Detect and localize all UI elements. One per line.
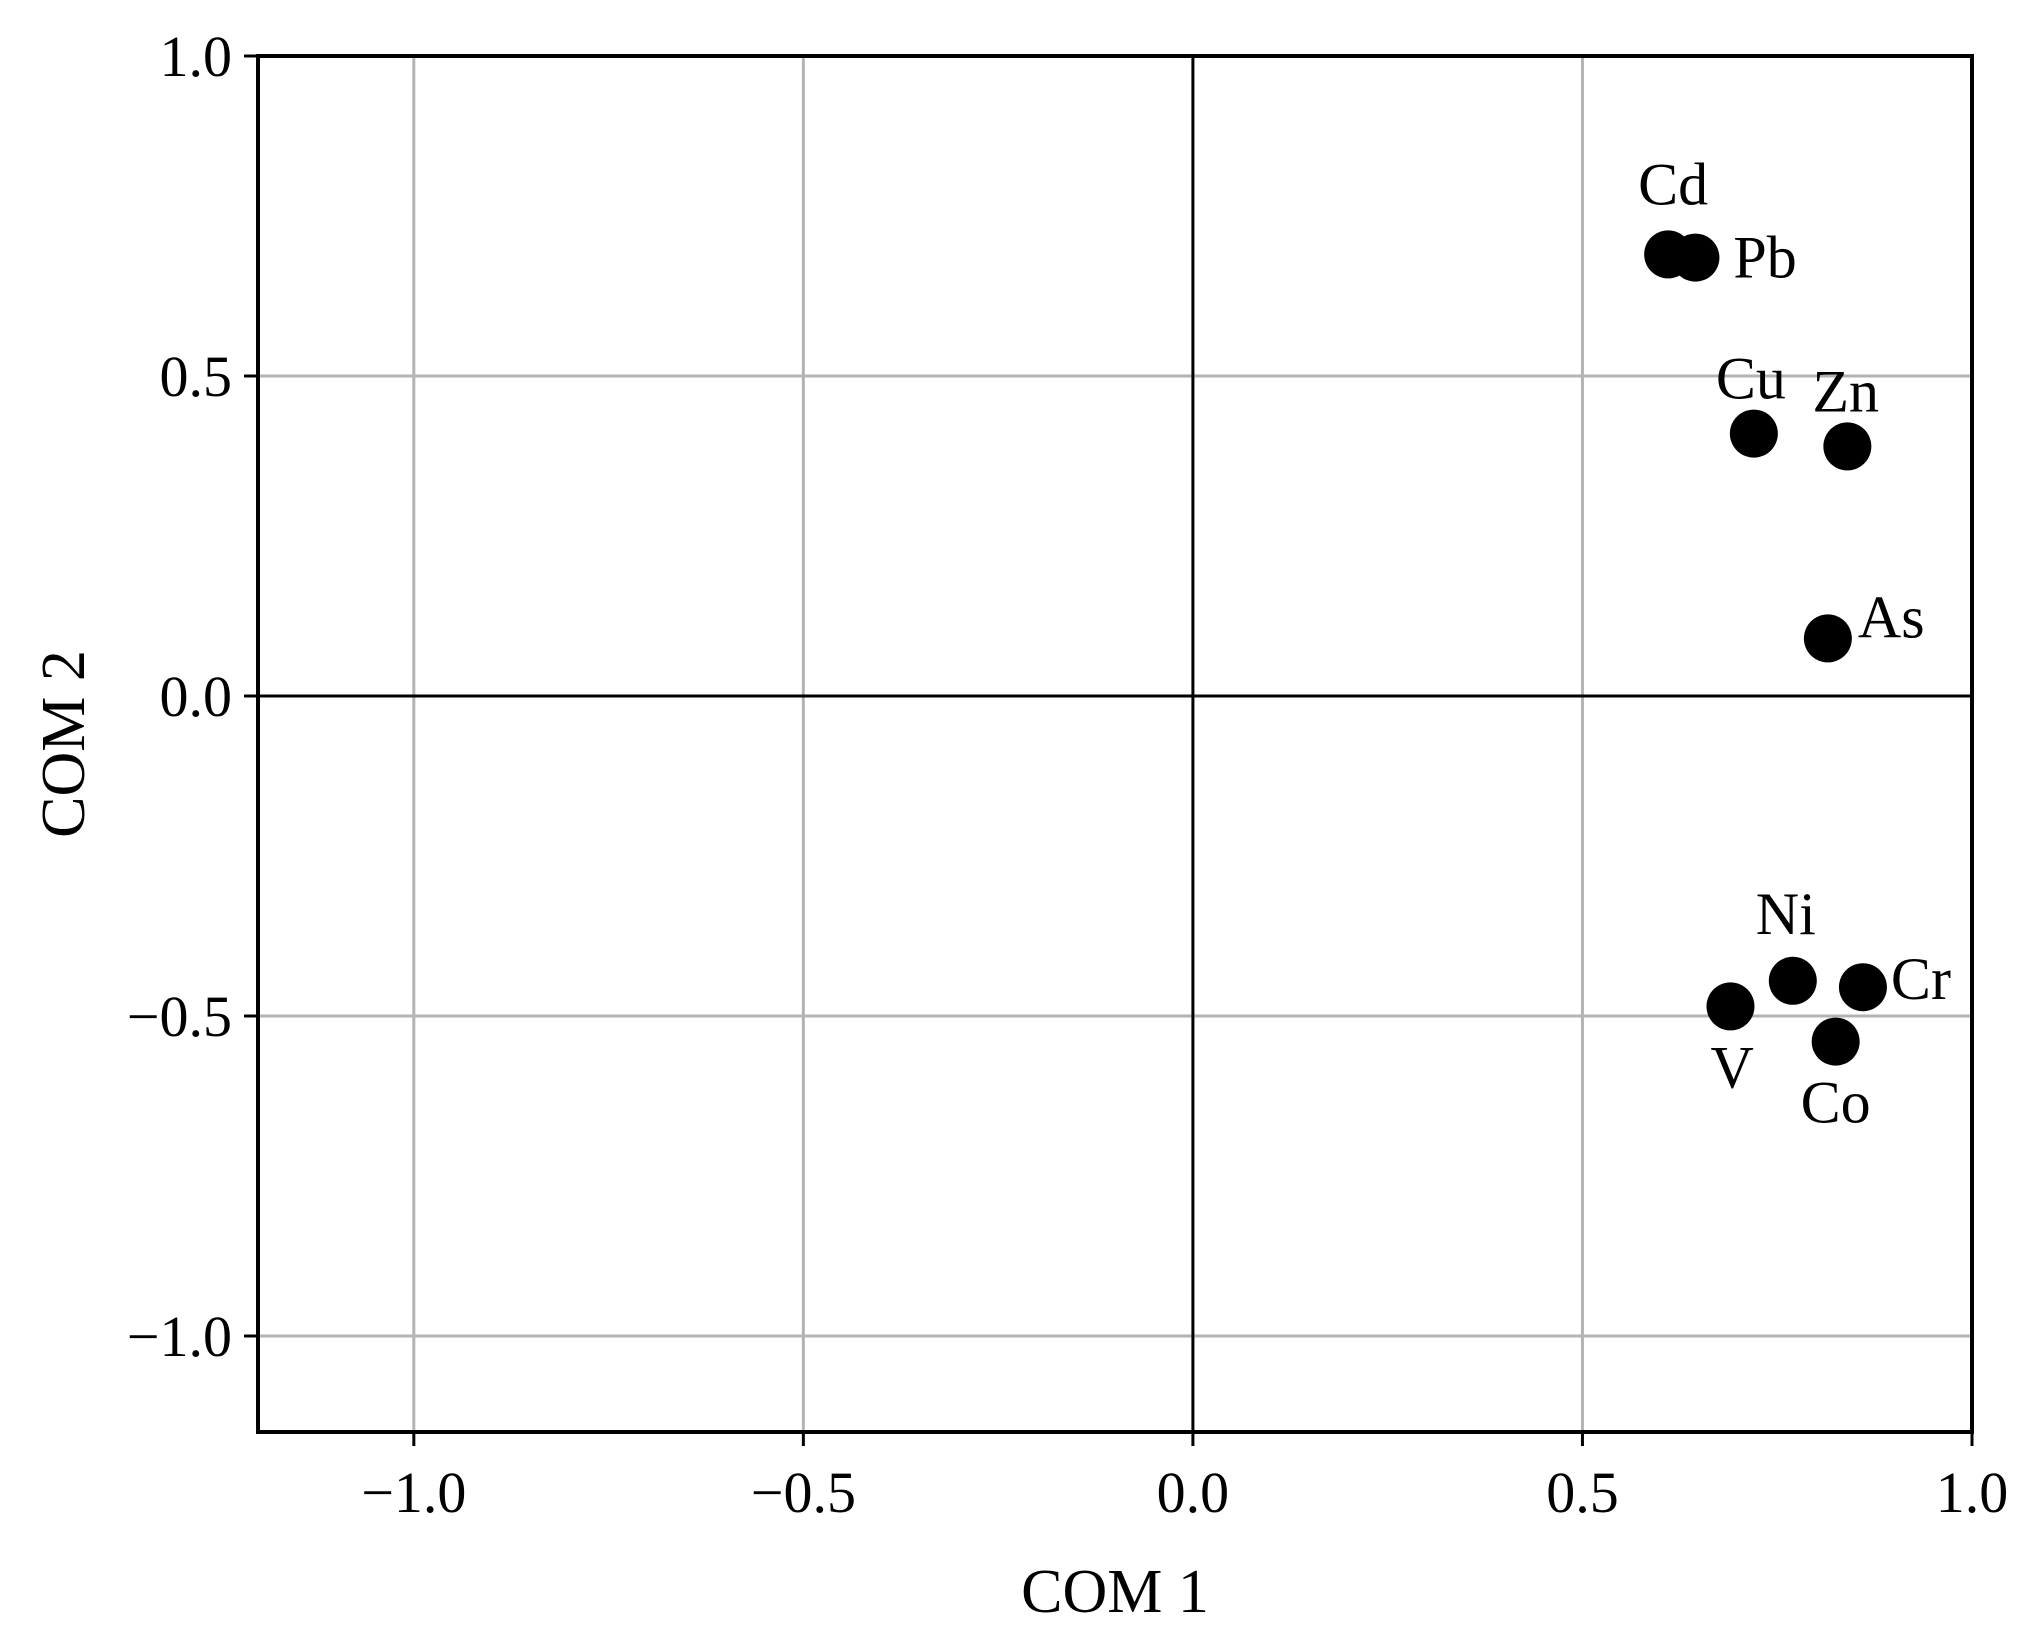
data-point-cu	[1729, 409, 1778, 458]
x-axis-label: COM 1	[1021, 1558, 1209, 1626]
point-label-cd: Cd	[1638, 151, 1708, 217]
y-tick-label: 1.0	[160, 24, 233, 89]
data-point-v	[1706, 982, 1755, 1031]
x-tick-label: −0.5	[751, 1460, 856, 1525]
data-point-ni	[1768, 956, 1817, 1005]
data-point-zn	[1823, 422, 1872, 471]
data-point-pb	[1671, 233, 1720, 282]
plot-frame	[256, 54, 1974, 1434]
x-tick-label: 0.5	[1546, 1460, 1619, 1525]
data-point-as	[1803, 614, 1852, 663]
point-label-as: As	[1858, 584, 1925, 650]
y-tick-label: −1.0	[127, 1304, 232, 1369]
point-label-v: V	[1710, 1034, 1753, 1100]
y-tick-label: −0.5	[127, 984, 232, 1049]
point-label-pb: Pb	[1733, 225, 1796, 291]
y-tick-label: 0.5	[160, 344, 233, 409]
point-label-cu: Cu	[1716, 346, 1786, 412]
point-label-ni: Ni	[1756, 881, 1816, 947]
point-label-cr: Cr	[1891, 946, 1951, 1012]
point-label-zn: Zn	[1812, 358, 1879, 424]
y-axis-label: COM 2	[30, 650, 98, 838]
data-point-co	[1811, 1017, 1860, 1066]
data-point-cr	[1838, 963, 1887, 1012]
axis-ticks: −1.0 −0.5 0.0 0.5 1.0 −1.0 −0.5 0.0 0.5 1.0	[127, 24, 2008, 1525]
y-tick-label: 0.0	[160, 664, 233, 729]
data-points: Cd Pb Cu Zn As Ni Cr V Co	[1638, 151, 1951, 1135]
x-tick-label: 1.0	[1936, 1460, 2009, 1525]
x-tick-label: −1.0	[361, 1460, 466, 1525]
x-tick-label: 0.0	[1157, 1460, 1230, 1525]
point-label-co: Co	[1801, 1070, 1871, 1136]
zero-lines	[258, 56, 1972, 1432]
